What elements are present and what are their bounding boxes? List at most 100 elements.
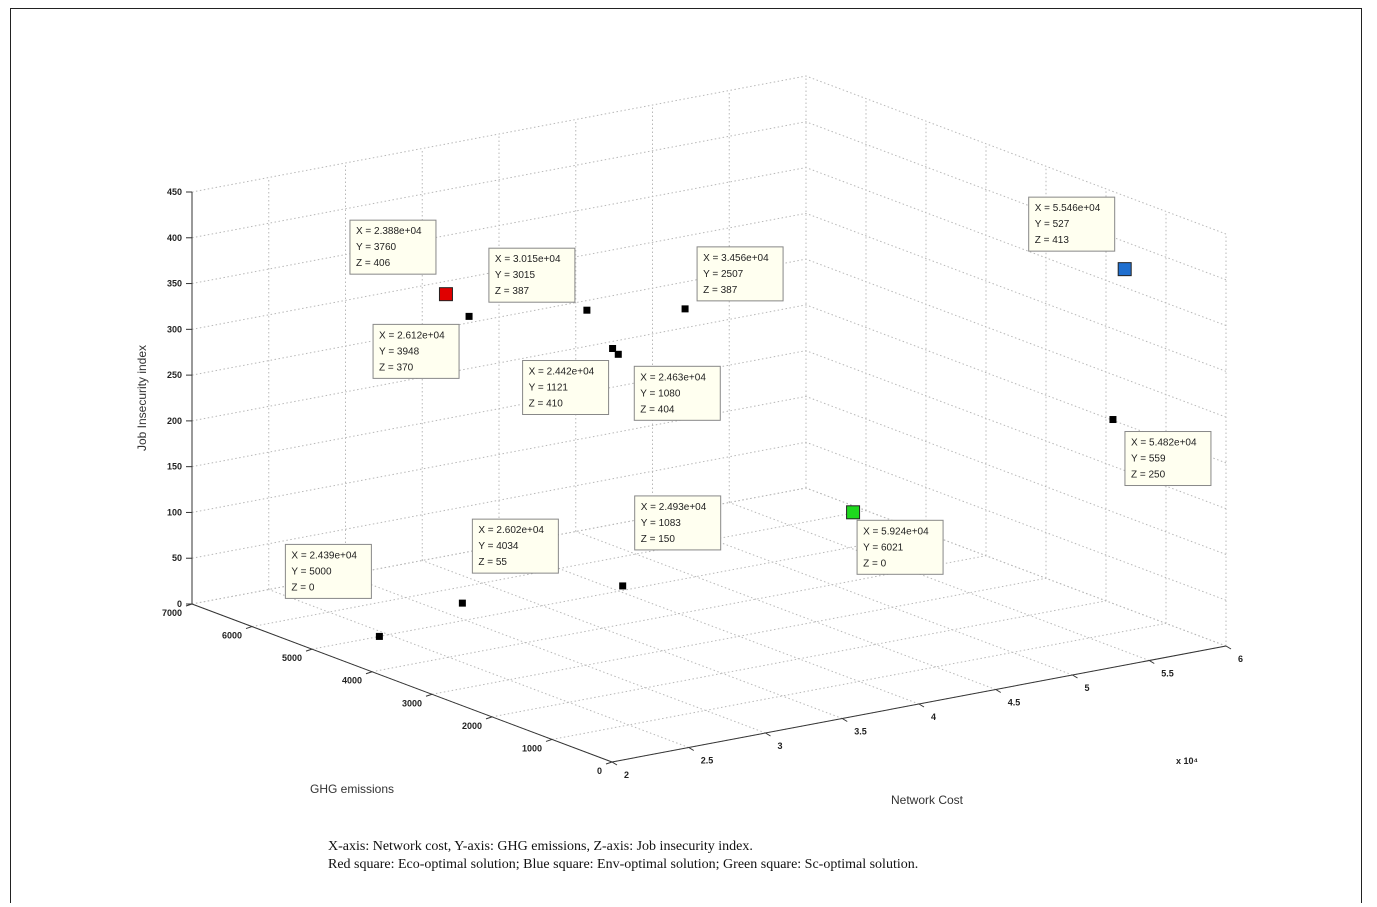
x-tick-label: 2.5: [701, 756, 714, 766]
datatip: X = 2.463e+04 Y = 1080 Z = 404: [633, 365, 721, 421]
data-point: [1109, 416, 1117, 424]
datatips: X = 2.388e+04 Y = 3760 Z = 406 X = 5.546e+0…: [284, 196, 1212, 599]
figure-caption: X-axis: Network cost, Y-axis: GHG emissi…: [328, 838, 918, 874]
datatip-box: [633, 365, 721, 421]
grid-line: [345, 574, 766, 734]
datatip-text: Y = 3015: [495, 270, 536, 281]
datatip-box: [522, 360, 610, 416]
datatip-text: Z = 55: [478, 557, 507, 568]
datatip-box: [372, 323, 460, 379]
grid-line: [191, 167, 807, 285]
grid-line: [491, 600, 1107, 718]
x-tick-mark: [1148, 660, 1155, 664]
y-tick-mark: [305, 648, 313, 652]
data-point: [609, 345, 617, 353]
grid-line: [805, 395, 1227, 555]
x-tick-label: 5.5: [1161, 669, 1174, 679]
datatip-text: Z = 410: [529, 399, 564, 410]
datatip: X = 2.493e+04 Y = 1083 Z = 150: [634, 495, 722, 551]
datatip: X = 2.602e+04 Y = 4034 Z = 55: [471, 518, 559, 574]
axis-lines: [185, 191, 1232, 766]
datatip-text: Y = 559: [1131, 454, 1166, 465]
grid-line: [191, 304, 807, 422]
datatip-text: X = 2.439e+04: [291, 550, 357, 561]
datatip-text: Y = 527: [1035, 219, 1070, 230]
datatip-text: X = 2.612e+04: [379, 330, 445, 341]
data-point: [681, 305, 689, 313]
y-axis-line: [191, 603, 613, 763]
grid-line: [251, 510, 867, 628]
grid-line: [729, 502, 1150, 661]
datatip-text: Z = 413: [1035, 235, 1070, 246]
datatip-text: Z = 250: [1131, 470, 1166, 481]
datatip: X = 5.546e+04 Y = 527 Z = 413: [1028, 196, 1116, 252]
datatip-text: X = 5.482e+04: [1131, 438, 1197, 449]
z-tick-label: 450: [167, 187, 182, 197]
datatip-box: [349, 219, 437, 275]
grid-line: [431, 577, 1047, 695]
datatip-text: Z = 387: [495, 286, 530, 297]
y-tick-label: 2000: [462, 721, 482, 731]
datatip-text: Z = 370: [379, 362, 414, 373]
datatip-text: Y = 3760: [356, 242, 397, 253]
grid-line: [311, 532, 927, 650]
grid-line: [805, 487, 1227, 647]
z-tick-label: 200: [167, 416, 182, 426]
datatip: X = 2.388e+04 Y = 3760 Z = 406: [349, 219, 437, 275]
datatip-box: [634, 495, 722, 551]
grid-line: [805, 121, 1227, 281]
y-axis-label: GHG emissions: [310, 782, 394, 796]
grid-line: [805, 441, 1227, 601]
datatip-text: X = 2.442e+04: [529, 367, 595, 378]
x-tick-label: 2: [624, 770, 629, 780]
datatip-text: X = 2.463e+04: [640, 372, 706, 383]
z-tick-label: 250: [167, 370, 182, 380]
y-tick-label: 0: [597, 766, 602, 776]
grid-line: [498, 545, 920, 705]
grid-line: [652, 516, 1073, 676]
datatip: X = 5.924e+04 Y = 6021 Z = 0: [856, 519, 944, 575]
datatip-text: X = 2.493e+04: [641, 502, 707, 513]
datatip-box: [488, 247, 576, 303]
datatip-text: Y = 1080: [640, 388, 681, 399]
datatip: X = 3.015e+04 Y = 3015 Z = 387: [488, 247, 576, 303]
z-tick-label: 350: [167, 279, 182, 289]
grid-line: [805, 212, 1227, 372]
scatter3d-plot: 22.533.544.555.5601000200030004000500060…: [135, 75, 1243, 807]
grid-line: [191, 441, 807, 559]
data-points: [375, 262, 1132, 640]
y-tick-label: 3000: [402, 698, 422, 708]
env-optimal-marker: [1117, 262, 1132, 277]
datatip-text: Y = 2507: [703, 269, 744, 280]
datatip-box: [1028, 196, 1116, 252]
grid-line: [191, 121, 807, 239]
datatip-box: [471, 518, 559, 574]
z-tick-label: 100: [167, 507, 182, 517]
eco-optimal-marker: [438, 287, 453, 302]
data-point: [375, 632, 383, 640]
grid-line: [805, 258, 1227, 418]
x-tick-label: 6: [1238, 654, 1243, 664]
datatip-text: Y = 4034: [478, 541, 519, 552]
x-tick-mark: [765, 732, 771, 737]
datatip-text: X = 2.388e+04: [356, 226, 422, 237]
datatip-box: [696, 246, 784, 302]
x-tick-mark: [688, 747, 695, 751]
grid-line: [575, 531, 996, 690]
datatip: X = 2.439e+04 Y = 5000 Z = 0: [284, 543, 372, 599]
datatip-text: Z = 406: [356, 258, 391, 269]
grid-line: [805, 75, 1227, 235]
x-tick-mark: [841, 718, 848, 722]
z-tick-label: 400: [167, 233, 182, 243]
datatip: X = 3.456e+04 Y = 2507 Z = 387: [696, 246, 784, 302]
grid-line: [551, 622, 1167, 740]
axis-labels: Network Cost GHG emissions Job Insecurity …: [135, 345, 1198, 807]
sc-optimal-marker: [846, 505, 861, 520]
datatip: X = 2.442e+04 Y = 1121 Z = 410: [522, 360, 610, 416]
x-tick-label: 3: [778, 741, 783, 751]
x-tick-label: 3.5: [854, 727, 867, 737]
caption-line-2: Red square: Eco-optimal solution; Blue s…: [328, 857, 919, 872]
y-tick-mark: [485, 716, 493, 720]
z-tick-label: 50: [172, 553, 182, 563]
grid-line: [371, 555, 987, 673]
